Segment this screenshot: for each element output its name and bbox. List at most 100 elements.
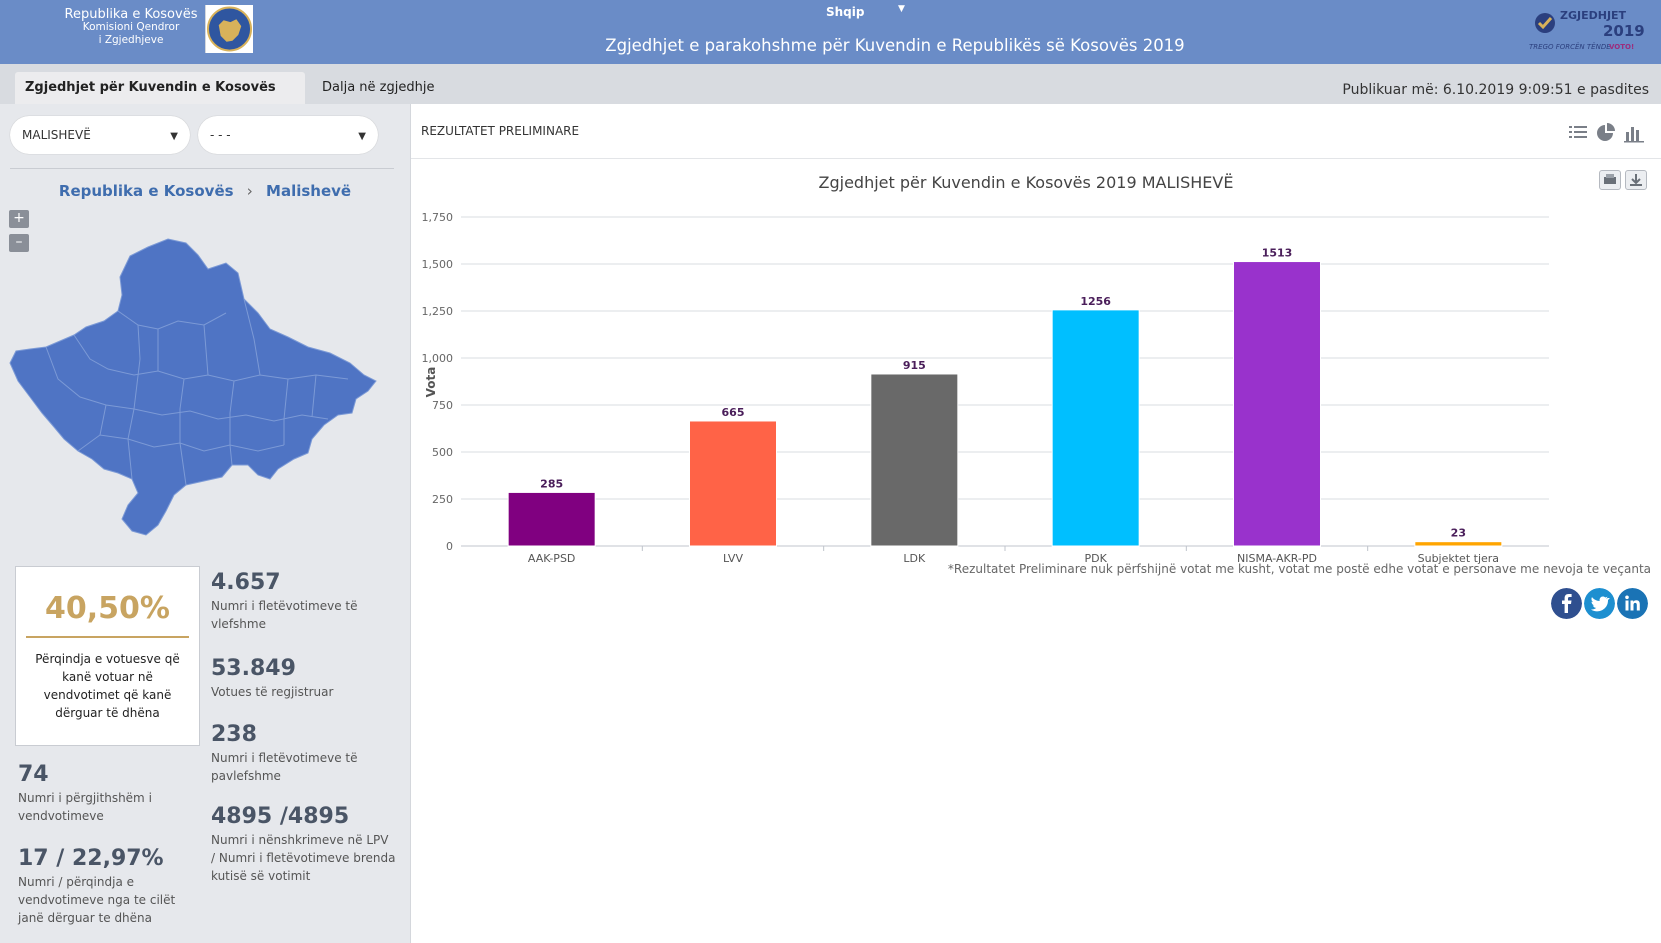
facebook-share-icon[interactable] [1551, 588, 1582, 619]
election-commission-seal-icon [205, 5, 253, 53]
org-line-2: Komisioni Qendror [82, 21, 180, 33]
twitter-share-icon[interactable] [1584, 588, 1615, 619]
divider [411, 158, 1661, 159]
stat-number: 74 [18, 762, 49, 787]
logo-line-1: ZGJEDHJET [1560, 9, 1627, 22]
stat-number: 53.849 [211, 656, 296, 681]
list-view-icon[interactable] [1567, 122, 1589, 144]
chart-data-label: 915 [903, 359, 926, 372]
stat-number: 238 [211, 722, 257, 747]
stat-label: Votues të regjistruar [211, 685, 334, 699]
stat-label: Numri i përgjithshëm i vendvotimeve [18, 791, 152, 823]
chart-x-labels: AAK-PSD LVV LDK PDK NISMA-AKR-PD Subjektet tj… [528, 552, 1499, 564]
print-icon [1604, 174, 1616, 184]
chart-y-tick-label: 250 [432, 493, 453, 506]
zoom-in-button[interactable]: + [9, 210, 29, 228]
stat-valid-ballots: 4.657 Numri i fletëvotimeve të vlefshme [211, 570, 396, 633]
chart-data-label: 285 [540, 477, 563, 490]
chart-data-label: 1256 [1080, 295, 1111, 308]
chart-x-tick-label: LDK [903, 552, 926, 564]
divider [10, 168, 394, 169]
logo-line-2: 2019 [1603, 22, 1645, 40]
zoom-out-button[interactable]: – [9, 234, 29, 252]
breadcrumb-root-link[interactable]: Republika e Kosovës [58, 182, 234, 200]
breadcrumb-current[interactable]: Malishevë [266, 182, 352, 200]
municipality-select-value: MALISHEVË [22, 128, 91, 142]
polling-station-select-value: - - - [210, 128, 231, 142]
map-region[interactable] [9, 238, 377, 536]
print-button[interactable] [1599, 170, 1621, 190]
chart-bar [870, 373, 959, 547]
pie-chart-icon[interactable] [1595, 122, 1617, 144]
tab-turnout[interactable]: Dalja në zgjedhje [322, 80, 435, 95]
chart-title: Zgjedhjet për Kuvendin e Kosovës 2019 MA… [819, 173, 1234, 192]
turnout-description: Përqindja e votuesve që kanë votuar në v… [35, 652, 180, 720]
chevron-down-icon[interactable]: ▼ [898, 4, 905, 14]
chart-gridlines [461, 216, 1549, 551]
stat-registered-voters: 53.849 Votues të regjistruar [211, 656, 396, 701]
ballot-logo-icon [1535, 13, 1555, 33]
tab-bar: Zgjedhjet për Kuvendin e Kosovës 2019 Da… [0, 64, 1661, 127]
results-footnote: *Rezultatet Preliminare nuk përfshijnë v… [947, 562, 1651, 576]
kosovo-map[interactable] [8, 229, 398, 549]
stat-label: Numri / përqindja e vendvotimeve nga te … [18, 875, 176, 925]
stat-invalid-ballots: 238 Numri i fletëvotimeve të pavlefshme [211, 722, 396, 785]
chart-bar [507, 491, 596, 547]
logo-line-4: VOTO! [1609, 43, 1635, 51]
breadcrumb-separator: › [246, 182, 253, 200]
chart-y-ticks: 0 250 500 750 1,000 1,250 1,500 1,750 [422, 211, 454, 553]
logo-line-3: TREGO FORCËN TËNDE [1529, 43, 1611, 51]
chart-y-tick-label: 1,500 [422, 258, 454, 271]
chart-y-tick-label: 0 [446, 540, 453, 553]
chart-y-tick-label: 750 [432, 399, 453, 412]
chart-data-label: 23 [1451, 527, 1466, 540]
stat-number: 17 / 22,97% [18, 846, 164, 871]
section-title: REZULTATET PRELIMINARE [421, 124, 580, 138]
elections-2019-logo: ZGJEDHJET 2019 TREGO FORCËN TËNDE VOTO! [1527, 8, 1645, 56]
chart-bar [1233, 261, 1321, 547]
results-panel: REZULTATET PRELIMINARE Zgjedhjet për Kuv… [410, 104, 1661, 943]
chart-bars [507, 261, 1503, 547]
turnout-card: 40,50% Përqindja e votuesve që kanë votu… [15, 566, 200, 746]
chart-x-tick-label: LVV [723, 552, 743, 564]
chart-x-tick-label: AAK-PSD [528, 552, 575, 564]
chart-y-tick-label: 1,000 [422, 352, 454, 365]
chevron-down-icon: ▼ [170, 131, 178, 142]
linkedin-share-icon[interactable] [1617, 588, 1648, 619]
chart-bar [689, 420, 777, 547]
polling-station-select[interactable]: - - - ▼ [198, 116, 378, 154]
left-panel: MALISHEVË ▼ - - - ▼ Republika e Kosovës … [0, 104, 410, 943]
chart-y-tick-label: 500 [432, 446, 453, 459]
chart-data-label: 665 [722, 406, 745, 419]
municipality-select[interactable]: MALISHEVË ▼ [10, 116, 190, 154]
chart-x-tick-label: Subjektet tjera [1418, 552, 1499, 564]
chart-y-tick-label: 1,250 [422, 305, 454, 318]
download-button[interactable] [1625, 170, 1647, 190]
bar-chart-icon[interactable] [1623, 122, 1645, 144]
chart-x-tick-label: PDK [1085, 552, 1108, 564]
org-line-1: Republika e Kosovës [64, 7, 198, 22]
chart-bar [1051, 309, 1140, 547]
chart-data-labels: 285 665 915 1256 1513 23 [540, 247, 1466, 540]
org-name: Republika e Kosovës Komisioni Qendror i … [62, 8, 200, 47]
stat-label: Numri i fletëvotimeve të vlefshme [211, 599, 358, 631]
language-selector[interactable]: Shqip [826, 5, 865, 19]
results-bar-chart: Zgjedhjet për Kuvendin e Kosovës 2019 MA… [422, 173, 1549, 564]
chart-data-label: 1513 [1262, 247, 1293, 260]
municipality-borders [45, 298, 349, 486]
stat-total-stations: 74 Numri i përgjithshëm i vendvotimeve [18, 762, 203, 825]
org-line-3: i Zgjedhjeve [98, 34, 164, 46]
page-title: Zgjedhjet e parakohshme për Kuvendin e R… [605, 36, 1185, 55]
download-icon [1630, 174, 1642, 186]
stat-signatures: 4895 /4895 Numri i nënshkrimeve në LPV /… [211, 804, 396, 885]
stat-label: Numri i fletëvotimeve të pavlefshme [211, 751, 358, 783]
chevron-down-icon: ▼ [358, 131, 366, 142]
stat-label: Numri i nënshkrimeve në LPV / Numri i fl… [211, 833, 396, 883]
tab-assembly-elections[interactable]: Zgjedhjet për Kuvendin e Kosovës 2019 [15, 72, 305, 127]
chart-y-tick-label: 1,750 [422, 211, 454, 224]
breadcrumb: Republika e Kosovës › Malishevë [0, 182, 410, 200]
published-timestamp: Publikuar më: 6.10.2019 9:09:51 e pasdit… [1342, 82, 1649, 98]
chart-bar [1414, 541, 1503, 547]
turnout-divider [26, 636, 189, 638]
